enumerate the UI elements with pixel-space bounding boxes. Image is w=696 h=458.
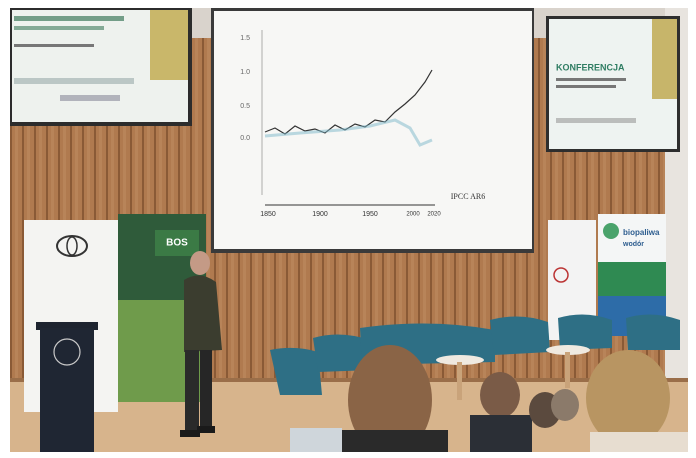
photo: 1.5 1.0 0.5 0.0 1850 1900 1950 2000 2020… xyxy=(0,0,696,458)
banner-text: wodór xyxy=(622,241,644,248)
x-tick: 1950 xyxy=(362,211,378,218)
y-tick: 1.0 xyxy=(240,69,250,76)
conference-title: KONFERENCJA xyxy=(556,62,625,72)
center-screen: 1.5 1.0 0.5 0.0 1850 1900 1950 2000 2020… xyxy=(211,8,534,253)
x-tick: 2000 xyxy=(406,212,420,218)
y-tick: 1.5 xyxy=(240,35,250,42)
lectern xyxy=(36,322,98,452)
x-tick: 1900 xyxy=(312,211,328,218)
source-label: IPCC AR6 xyxy=(451,192,485,201)
x-tick: 2020 xyxy=(427,212,441,218)
right-screen: KONFERENCJA xyxy=(546,16,680,152)
left-screen xyxy=(10,8,192,126)
y-tick: 0.5 xyxy=(240,103,250,110)
banner-text: biopaliwa xyxy=(623,228,660,237)
x-tick: 1850 xyxy=(260,211,276,218)
bos-logo: BOS xyxy=(166,238,188,249)
y-tick: 0.0 xyxy=(240,135,250,142)
